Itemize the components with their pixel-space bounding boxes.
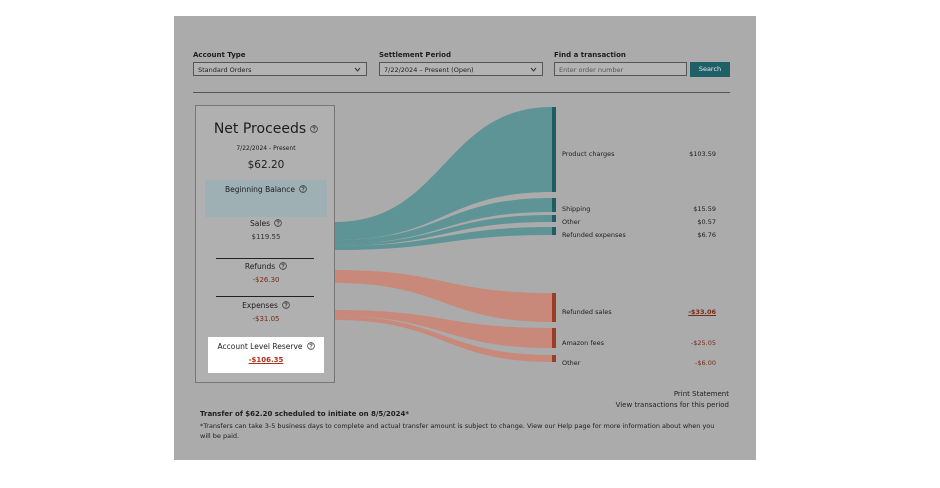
help-glyph <box>306 342 315 350</box>
label-text: Refunds <box>244 262 276 271</box>
breakdown-amount: $6.76 <box>697 231 716 239</box>
breakdown-label: Shipping <box>562 205 591 213</box>
item-amount: -$106.35 <box>248 356 284 364</box>
flow-end-bar <box>552 198 556 212</box>
help-glyph <box>274 219 282 227</box>
divider <box>216 296 314 297</box>
breakdown-label: Refunded sales <box>562 308 612 316</box>
help-glyph <box>310 125 318 133</box>
flow-band <box>335 310 552 348</box>
chevron <box>354 67 361 72</box>
help-icon[interactable] <box>274 219 282 229</box>
order-search-input[interactable]: Enter order number <box>554 62 687 76</box>
label-text: Account Level Reserve <box>217 342 303 351</box>
select-value: Standard Orders <box>198 66 252 74</box>
help-glyph <box>282 301 290 309</box>
item-amount: $119.55 <box>251 233 281 241</box>
item-amount: -$31.05 <box>252 315 280 323</box>
flow-band <box>335 270 552 322</box>
settlement-panel: Account Type Standard Orders Settlement … <box>174 16 756 460</box>
flow-end-bar <box>552 227 556 235</box>
flow-end-bar <box>552 107 556 192</box>
search-button[interactable]: Search <box>690 62 730 77</box>
breakdown-amount: $15.59 <box>693 205 716 213</box>
print-statement-link[interactable]: Print Statement <box>673 390 729 398</box>
transfer-note: *Transfers can take 3-5 business days to… <box>200 422 715 440</box>
flow-band <box>335 316 552 362</box>
account-type-select[interactable]: Standard Orders <box>193 62 367 76</box>
help-icon[interactable] <box>282 301 290 311</box>
net-total: $62.20 <box>247 159 285 171</box>
flow-band <box>335 107 552 240</box>
item-label: Sales <box>196 219 336 229</box>
help-glyph <box>299 185 307 193</box>
summary-card: Net Proceeds 7/22/2024 - Present $62.20 … <box>195 105 335 383</box>
breakdown-amount[interactable]: -$33.06 <box>688 308 716 316</box>
flow-band <box>335 198 552 244</box>
divider <box>216 258 314 259</box>
label-text: Sales <box>250 219 270 228</box>
flow-band <box>335 215 552 246</box>
item-label: Refunds <box>196 262 336 272</box>
beginning-balance-label: Beginning Balance <box>205 185 327 195</box>
breakdown-amount: -$25.05 <box>690 339 716 347</box>
help-icon[interactable] <box>306 342 315 352</box>
flow-end-bar <box>552 215 556 222</box>
chevron <box>530 67 537 72</box>
summary-item: Refunds -$26.30 <box>196 262 336 284</box>
breakdown-label: Product charges <box>562 150 615 158</box>
view-transactions-link[interactable]: View transactions for this period <box>615 401 729 409</box>
help-glyph <box>279 262 287 270</box>
flow-end-bar <box>552 355 556 362</box>
flow-diagram <box>335 107 556 362</box>
breakdown-amount: $103.59 <box>689 150 716 158</box>
flow-end-bar <box>552 293 556 322</box>
summary-item: Account Level Reserve -$106.35 <box>196 342 336 364</box>
summary-title: Net Proceeds <box>196 121 336 137</box>
item-amount: -$26.30 <box>252 276 280 284</box>
help-icon[interactable] <box>279 262 287 272</box>
transfer-title: Transfer of $62.20 scheduled to initiate… <box>200 410 409 418</box>
divider <box>193 92 730 93</box>
help-icon[interactable] <box>310 121 318 137</box>
field-label: Find a transaction <box>554 51 626 59</box>
item-label: Account Level Reserve <box>196 342 336 352</box>
period: 7/22/2024 - Present <box>236 145 296 152</box>
breakdown-amount: $0.57 <box>697 218 716 226</box>
summary-item: Sales $119.55 <box>196 219 336 241</box>
breakdown-amount: -$6.00 <box>695 359 716 367</box>
field-label: Account Type <box>193 51 246 59</box>
breakdown-label: Other <box>562 218 581 226</box>
reserve-highlight <box>208 337 324 373</box>
summary-item: Expenses -$31.05 <box>196 301 336 323</box>
beginning-balance-box: Beginning Balance <box>205 180 327 217</box>
breakdown-label: Refunded expenses <box>562 231 626 239</box>
breakdown-label: Amazon fees <box>562 339 605 347</box>
placeholder: Enter order number <box>559 66 624 74</box>
settlement-period-select[interactable]: 7/22/2024 – Present (Open) <box>379 62 543 76</box>
breakdown-label: Other <box>562 359 581 367</box>
flow-end-bar <box>552 328 556 348</box>
item-label: Expenses <box>196 301 336 311</box>
title-text: Net Proceeds <box>213 121 307 137</box>
label-text: Beginning Balance <box>224 185 295 194</box>
select-value: 7/22/2024 – Present (Open) <box>384 66 474 74</box>
field-label: Settlement Period <box>379 51 451 59</box>
help-icon[interactable] <box>299 185 307 195</box>
label-text: Expenses <box>242 301 278 310</box>
flow-band <box>335 227 552 250</box>
